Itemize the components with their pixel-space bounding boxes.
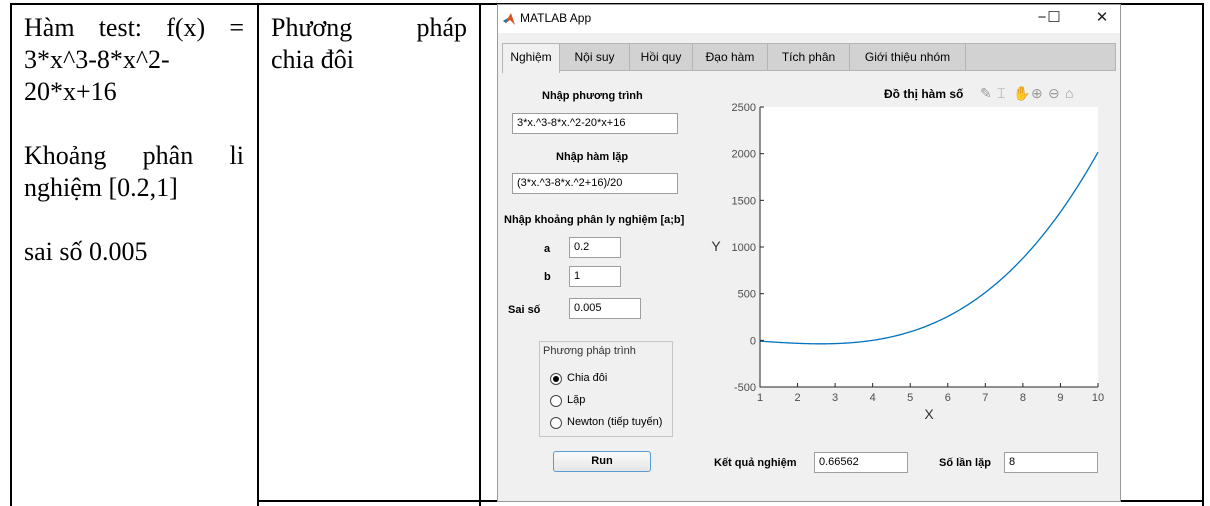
y-tick-label: 1500 <box>732 195 756 207</box>
doc-line: nghiệm [0.2,1] <box>24 173 178 202</box>
tab-bar: Nghiệm Nội suy Hồi quy Đạo hàm Tích phân… <box>502 43 1116 73</box>
series-line <box>759 151 1099 345</box>
window-title: MATLAB App <box>520 11 592 25</box>
equation-input[interactable]: 3*x.^3-8*x.^2-20*x+16 <box>512 113 678 134</box>
title-bar: MATLAB App − ☐ ✕ <box>498 5 1120 33</box>
table-left-border <box>10 3 12 506</box>
tab-nghiem[interactable]: Nghiệm <box>502 44 560 73</box>
doc-line: sai số 0.005 <box>24 237 148 266</box>
radio-label-lap[interactable]: Lặp <box>567 394 586 406</box>
result-output[interactable]: 0.66562 <box>814 452 908 473</box>
function-plot: 1 2 3 4 5 6 7 8 9 10 -500 0 500 1000 1500 2000 2500 X Y <box>711 102 1104 422</box>
tab-tich-phan[interactable]: Tích phân <box>768 44 850 71</box>
table-right-border <box>1202 3 1204 506</box>
x-tick-label: 1 <box>757 392 763 404</box>
table-col-divider-1 <box>257 3 259 506</box>
x-axis-label: X <box>924 406 934 422</box>
y-tick-label: 1000 <box>732 242 756 254</box>
home-icon[interactable]: ⌂ <box>1065 85 1074 101</box>
x-tick-label: 4 <box>870 392 876 404</box>
doc-cell-method: Phương pháp chia đôi <box>271 12 467 76</box>
plot-area <box>760 107 1098 387</box>
matlab-app-window: MATLAB App − ☐ ✕ Nghiệm Nội suy Hồi quy … <box>497 4 1121 502</box>
zoom-in-icon[interactable]: ⊕ <box>1031 85 1043 101</box>
a-input[interactable]: 0.2 <box>569 237 621 258</box>
a-label: a <box>544 243 551 255</box>
b-label: b <box>544 271 551 283</box>
tolerance-input[interactable]: 0.005 <box>569 298 641 319</box>
radio-label-newton[interactable]: Newton (tiếp tuyến) <box>567 416 663 428</box>
method-group: Phương pháp trình Chia đôi Lặp Newton (t… <box>539 341 673 437</box>
table-col-divider-2 <box>479 3 481 506</box>
radio-newton[interactable] <box>550 417 562 429</box>
method-group-title: Phương pháp trình <box>543 345 636 357</box>
x-tick-label: 7 <box>982 392 988 404</box>
close-icon[interactable]: ✕ <box>1095 9 1109 26</box>
iteration-count-label: Số lần lặp <box>939 457 991 469</box>
doc-line: chia đôi <box>271 45 355 74</box>
doc-line: Phương pháp <box>271 13 467 42</box>
plot-title: Đồ thị hàm số <box>884 87 964 101</box>
tab-hoi-quy[interactable]: Hồi quy <box>630 44 693 71</box>
brush-icon[interactable]: ✎ <box>980 85 992 101</box>
x-tick-label: 8 <box>1020 392 1026 404</box>
tab-noi-suy[interactable]: Nội suy <box>560 44 630 71</box>
interval-label: Nhập khoảng phân ly nghiệm [a;b] <box>504 214 685 226</box>
matlab-logo-icon <box>503 13 515 25</box>
result-label: Kết quả nghiệm <box>714 457 797 469</box>
y-tick-label: -500 <box>734 382 756 394</box>
zoom-out-icon[interactable]: ⊖ <box>1048 85 1060 101</box>
y-tick-label: 500 <box>738 289 756 301</box>
b-input[interactable]: 1 <box>569 266 621 287</box>
doc-line: Khoảng phân li <box>24 141 244 170</box>
tab-dao-ham[interactable]: Đạo hàm <box>693 44 768 71</box>
data-tip-icon[interactable]: ⌶ <box>997 85 1006 101</box>
radio-label-chia-doi[interactable]: Chia đôi <box>567 372 608 384</box>
x-tick-label: 9 <box>1057 392 1063 404</box>
y-tick-label: 2000 <box>732 149 756 161</box>
equation-label: Nhập phương trình <box>542 90 643 102</box>
x-tick-label: 6 <box>945 392 951 404</box>
y-tick-label: 0 <box>750 335 756 347</box>
doc-cell-function: Hàm test: f(x) = 3*x^3-8*x^2- 20*x+16 Kh… <box>24 12 244 268</box>
tolerance-label: Sai số <box>508 304 541 316</box>
iteration-function-label: Nhập hàm lặp <box>556 151 629 163</box>
radio-lap[interactable] <box>550 395 562 407</box>
y-tick-label: 2500 <box>732 102 756 114</box>
doc-line: 3*x^3-8*x^2- <box>24 45 170 74</box>
iteration-count-output[interactable]: 8 <box>1004 452 1098 473</box>
minimize-icon[interactable]: − <box>1037 9 1047 26</box>
x-tick-label: 3 <box>832 392 838 404</box>
maximize-icon[interactable]: ☐ <box>1047 9 1061 26</box>
y-axis-label: Y <box>711 238 721 254</box>
plot-axes <box>759 107 1098 388</box>
run-button[interactable]: Run <box>553 451 651 472</box>
x-tick-label: 10 <box>1092 392 1104 404</box>
radio-chia-doi[interactable] <box>550 373 562 385</box>
doc-line: Hàm test: f(x) = <box>24 13 244 42</box>
x-tick-label: 5 <box>907 392 913 404</box>
tab-gioi-thieu-nhom[interactable]: Giới thiệu nhóm <box>850 44 966 71</box>
doc-line: 20*x+16 <box>24 77 117 106</box>
pan-icon[interactable]: ✋ <box>1013 85 1031 101</box>
x-tick-label: 2 <box>794 392 800 404</box>
iteration-function-input[interactable]: (3*x.^3-8*x.^2+16)/20 <box>512 173 678 194</box>
